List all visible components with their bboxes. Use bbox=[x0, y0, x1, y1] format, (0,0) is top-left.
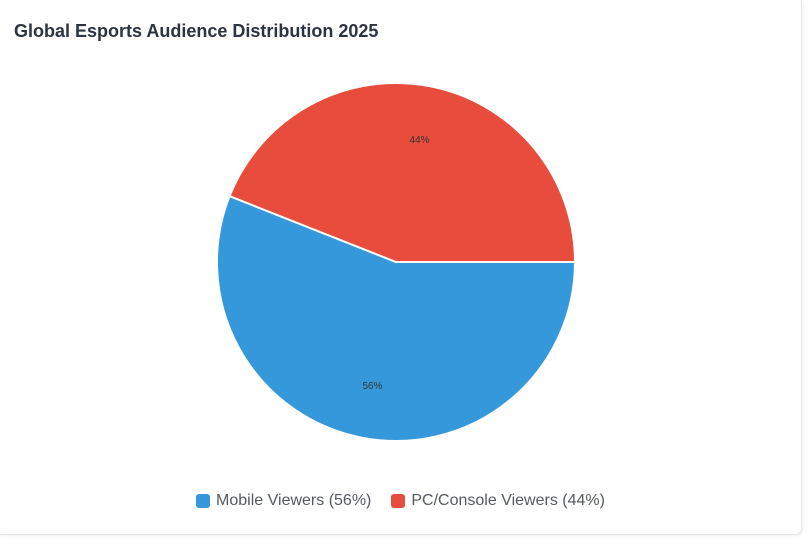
pie-label-mobile-viewers: 56% bbox=[363, 381, 383, 392]
legend-swatch-mobile-viewers bbox=[196, 494, 211, 508]
legend-item-pc-console-viewers[interactable]: PC/Console Viewers (44%) bbox=[391, 492, 605, 510]
legend-label-pc-console-viewers: PC/Console Viewers (44%) bbox=[411, 492, 605, 509]
pie-chart: 56% 44% bbox=[216, 82, 577, 442]
legend-swatch-pc-console-viewers bbox=[391, 494, 406, 508]
pie-slice-mobile-viewers[interactable] bbox=[216, 194, 577, 442]
pie-slice-pc-console-viewers[interactable] bbox=[228, 82, 577, 263]
legend-item-mobile-viewers[interactable]: Mobile Viewers (56%) bbox=[196, 492, 371, 510]
pie-slices bbox=[216, 82, 577, 442]
pie-slice-labels: 56% 44% bbox=[363, 135, 430, 392]
chart-title: Global Esports Audience Distribution 202… bbox=[14, 21, 379, 41]
legend-label-mobile-viewers: Mobile Viewers (56%) bbox=[216, 492, 372, 509]
chart-legend: Mobile Viewers (56%) PC/Console Viewers … bbox=[0, 492, 801, 510]
pie-label-pc-console-viewers: 44% bbox=[409, 135, 429, 146]
